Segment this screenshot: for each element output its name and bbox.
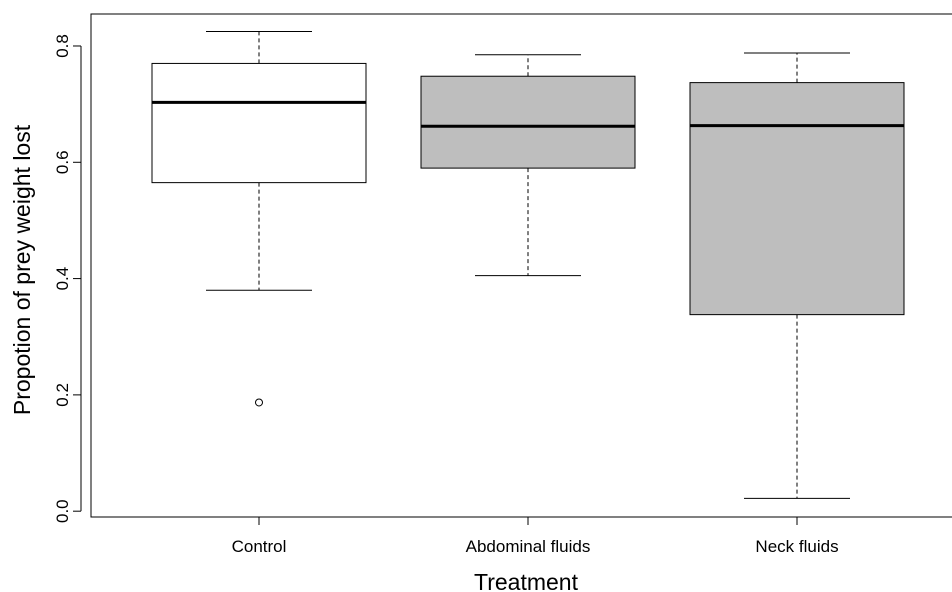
x-tick-label: Neck fluids bbox=[755, 537, 838, 556]
x-tick-label: Control bbox=[232, 537, 287, 556]
x-tick-label: Abdominal fluids bbox=[466, 537, 591, 556]
y-tick-label: 0.8 bbox=[53, 34, 72, 58]
x-axis-title: Treatment bbox=[474, 569, 579, 592]
y-tick-label: 0.2 bbox=[53, 383, 72, 407]
y-tick-label: 0.4 bbox=[53, 267, 72, 291]
x-axis: Control Abdominal fluids Neck fluids bbox=[232, 516, 839, 556]
box-iqr bbox=[420, 75, 636, 169]
box-iqr bbox=[151, 62, 367, 184]
outlier-point bbox=[255, 398, 263, 407]
y-tick-label: 0.6 bbox=[53, 150, 72, 174]
boxes bbox=[151, 30, 905, 499]
y-tick-label: 0.0 bbox=[53, 499, 72, 523]
box-control bbox=[151, 30, 367, 407]
box-abdominal-fluids bbox=[420, 54, 636, 277]
box-iqr bbox=[689, 82, 905, 316]
box-neck-fluids bbox=[689, 52, 905, 499]
y-axis: 0.0 0.2 0.4 0.6 0.8 bbox=[53, 34, 82, 523]
y-axis-title: Propotion of prey weight lost bbox=[9, 124, 35, 415]
